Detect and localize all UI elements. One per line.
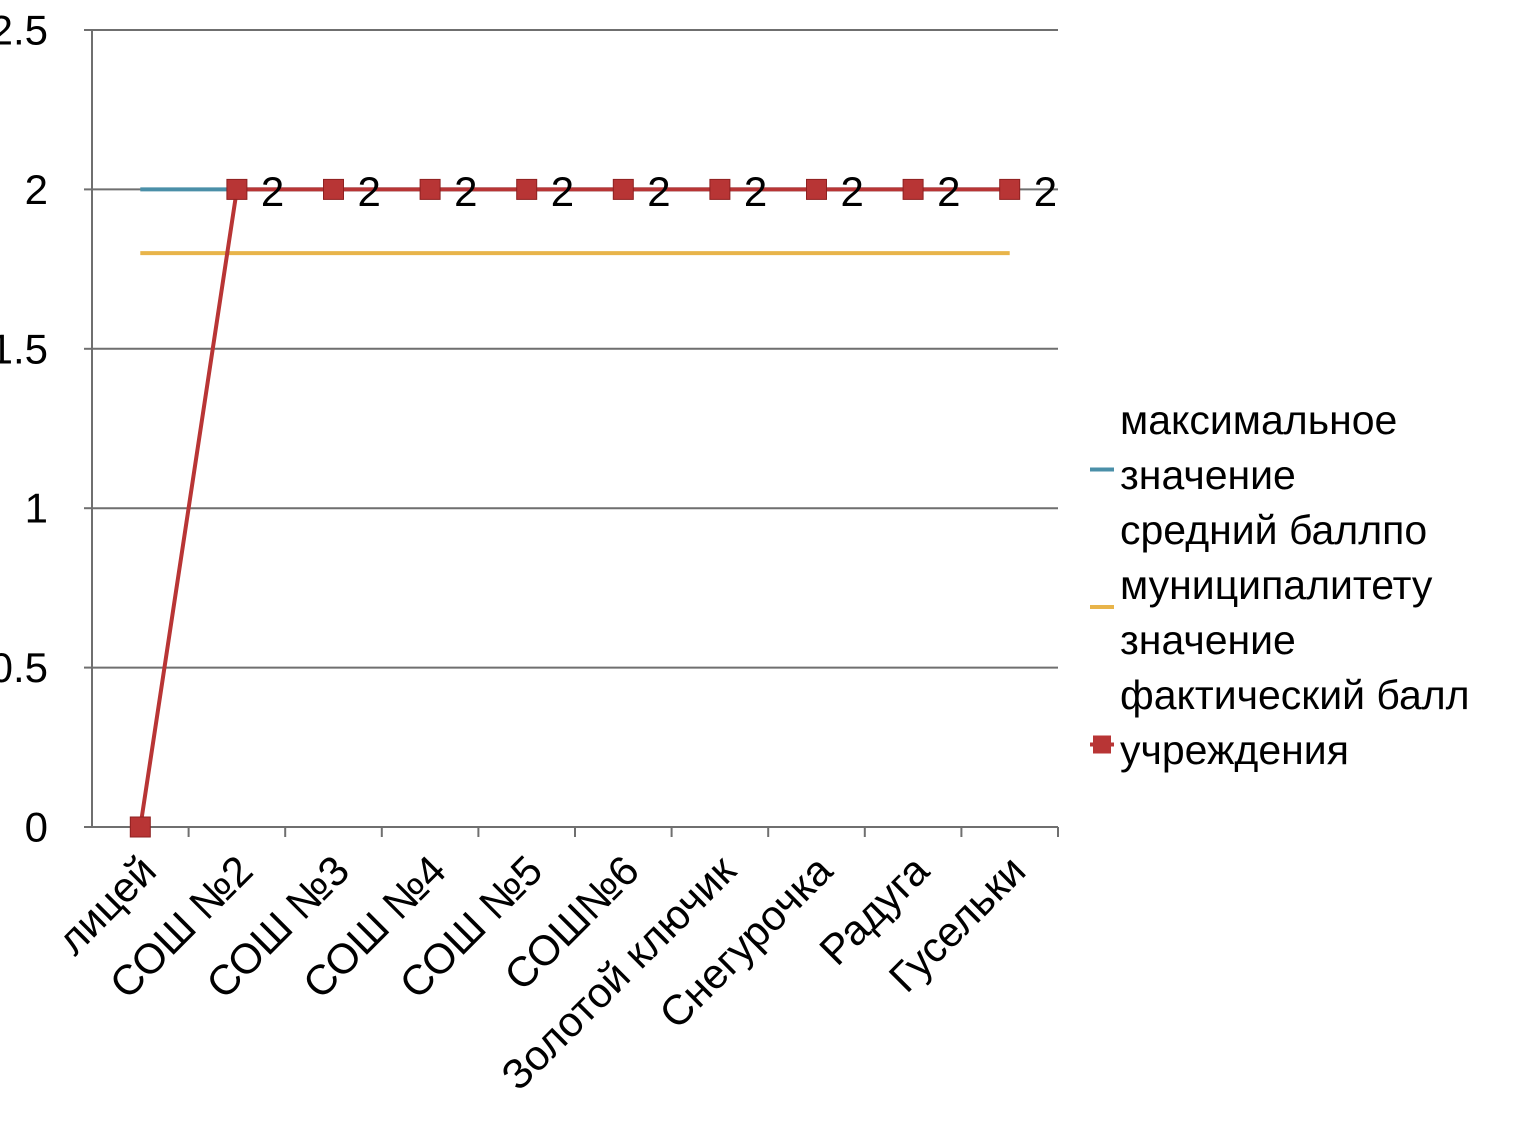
legend-label: фактический балл — [1120, 672, 1470, 718]
legend-label: учреждения — [1120, 727, 1349, 773]
data-label: 2 — [454, 168, 477, 215]
series-marker — [902, 178, 924, 200]
y-tick-label: 2.5 — [0, 7, 48, 54]
y-tick-labels: 0 0.5 1 1.5 2 2.5 — [0, 7, 48, 851]
data-label: 2 — [937, 168, 960, 215]
series-marker — [612, 178, 634, 200]
y-tick-label: 1 — [25, 485, 48, 532]
y-tick-label: 0.5 — [0, 644, 48, 691]
data-label: 2 — [744, 168, 767, 215]
legend-label: значение — [1120, 617, 1296, 663]
data-label: 2 — [647, 168, 670, 215]
series-marker — [129, 816, 151, 838]
series-marker — [419, 178, 441, 200]
data-labels: 2 2 2 2 2 2 2 2 2 — [261, 168, 1057, 215]
gridlines — [92, 29, 1058, 669]
series-marker — [323, 178, 344, 200]
series-marker — [806, 178, 827, 200]
series-marker — [709, 178, 731, 200]
axes — [84, 29, 1059, 837]
y-tick-label: 2 — [25, 166, 48, 213]
data-label: 2 — [841, 168, 864, 215]
legend-label: максимальное — [1120, 397, 1397, 443]
series-marker — [999, 178, 1021, 200]
legend-label: муниципалитету — [1120, 562, 1433, 608]
legend-key-marker — [1093, 735, 1111, 754]
legend-label: средний баллпо — [1120, 507, 1427, 553]
data-label: 2 — [261, 168, 284, 215]
series-marker — [516, 178, 538, 200]
y-tick-label: 0 — [25, 804, 48, 851]
legend: максимальное значение средний баллпо муници… — [1090, 397, 1470, 773]
data-label: 2 — [1034, 168, 1057, 215]
series-marker — [226, 178, 248, 200]
data-label: 2 — [358, 168, 381, 215]
y-tick-label: 1.5 — [0, 325, 48, 372]
series-line — [138, 187, 1010, 828]
data-label: 2 — [551, 168, 574, 215]
series-lines — [129, 178, 1021, 838]
legend-label: значение — [1120, 452, 1296, 498]
